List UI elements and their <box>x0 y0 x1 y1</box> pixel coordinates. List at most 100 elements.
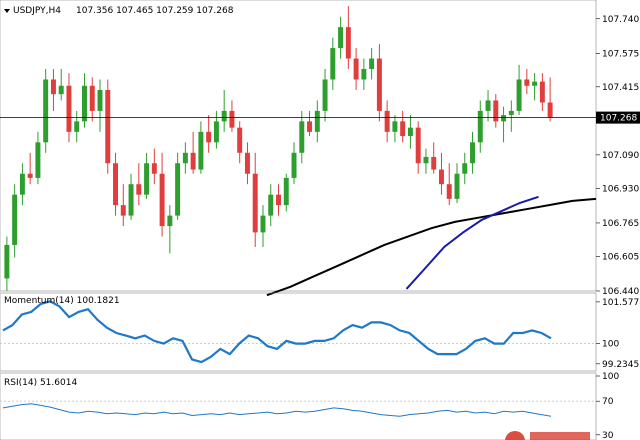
candle-bull <box>58 85 64 95</box>
momentum-label: Momentum(14) 100.1821 <box>4 296 120 306</box>
indicator-tick-label: 30 <box>602 431 614 440</box>
candle-bear <box>438 169 444 185</box>
price-tick-label: 107.740 <box>602 15 639 25</box>
candle-bear <box>229 110 235 128</box>
candle-bull <box>12 194 18 245</box>
momentum-axis: 101.5778 100 99.2345 <box>596 298 640 370</box>
indicator-tick-label: 100 <box>602 340 619 350</box>
candle-bear <box>353 58 359 80</box>
candle-bear <box>415 127 421 164</box>
candle-bull <box>454 173 460 199</box>
svg-text:107.268: 107.268 <box>600 114 637 124</box>
candles <box>4 6 553 291</box>
candle-bear <box>206 131 212 143</box>
price-tick-label: 107.415 <box>602 83 639 93</box>
rsi-line <box>2 403 552 417</box>
candle-bear <box>244 152 250 174</box>
rsi-pane[interactable]: 100 70 30 RSI(14) 51.6014 <box>0 372 619 440</box>
candle-bear <box>547 102 553 118</box>
momentum-pane[interactable]: 101.5778 100 99.2345 Momentum(14) 100.1821 <box>0 292 640 372</box>
candle-bull <box>182 152 188 164</box>
price-tick-label: 106.930 <box>602 184 639 194</box>
candle-bull <box>175 163 181 216</box>
price-tick-label: 106.765 <box>602 219 639 229</box>
candle-bull <box>128 184 134 216</box>
candle-bull <box>144 163 150 195</box>
price-pane-frame <box>0 0 597 292</box>
candle-bull <box>19 173 25 195</box>
collapse-triangle-icon[interactable] <box>4 9 10 13</box>
price-axis: 107.740 107.575 107.415 107.090 106.930 106.7… <box>596 15 639 297</box>
rsi-pane-frame <box>0 372 597 440</box>
candle-bull <box>369 58 375 70</box>
momentum-line <box>2 300 552 364</box>
candle-bull <box>283 177 289 206</box>
candle-bull <box>501 115 507 122</box>
candle-bull <box>485 100 491 111</box>
candle-bull <box>462 163 468 174</box>
candle-bull <box>532 81 538 86</box>
price-tick-label: 106.440 <box>602 287 639 297</box>
candle-bull <box>508 110 514 116</box>
candle-bull <box>221 110 227 122</box>
candle-bear <box>384 110 390 132</box>
candle-bear <box>105 89 111 164</box>
candle-bull <box>322 79 328 111</box>
candle-bear <box>159 173 165 227</box>
candle-bull <box>516 79 522 111</box>
candle-bear <box>307 121 313 132</box>
candle-bear <box>400 121 406 137</box>
indicator-tick-label: 101.5778 <box>602 298 640 308</box>
candle-bear <box>237 127 243 153</box>
candle-bull <box>330 48 336 80</box>
candle-bear <box>431 156 437 170</box>
candle-bull <box>470 142 475 164</box>
price-tick-label: 106.605 <box>602 252 639 262</box>
indicator-tick-label: 70 <box>602 397 614 407</box>
candle-bear <box>89 85 95 111</box>
candle-bear <box>120 205 126 216</box>
price-tick-label: 107.575 <box>602 49 639 59</box>
candle-bull <box>407 127 413 137</box>
current-price-tag: 107.268 <box>596 111 640 124</box>
indicator-tick-label: 99.2345 <box>602 360 639 370</box>
candle-bull <box>361 69 367 80</box>
candle-bear <box>539 81 545 103</box>
candle-bear <box>493 100 499 122</box>
rsi-axis: 100 70 30 <box>596 372 619 440</box>
candle-bull <box>291 152 297 178</box>
candle-bear <box>345 27 351 59</box>
candle-bear <box>376 58 382 111</box>
candle-bear <box>252 173 258 233</box>
indicator-tick-label: 100 <box>602 372 619 382</box>
candle-bull <box>299 121 305 153</box>
candle-bear <box>50 79 56 95</box>
candle-bull <box>43 79 49 143</box>
candle-bear <box>113 163 119 206</box>
candle-bull <box>260 215 266 233</box>
candle-bull <box>477 110 483 143</box>
candle-bear <box>446 184 452 199</box>
candle-bull <box>35 142 41 178</box>
overlay-lines <box>266 195 597 297</box>
fx-logo-icon <box>505 431 590 440</box>
symbol-label: USDJPY,H4 <box>13 6 61 16</box>
candle-bear <box>136 184 142 195</box>
ohlc-values: 107.356 107.465 107.259 107.268 <box>76 6 234 16</box>
rsi-label: RSI(14) 51.6014 <box>4 378 77 388</box>
candle-bear <box>276 194 281 206</box>
candle-bear <box>66 85 72 132</box>
price-pane[interactable]: 107.740 107.575 107.415 107.090 106.930 106.7… <box>0 0 640 297</box>
candle-bull <box>74 121 80 132</box>
candle-bear <box>190 152 196 170</box>
candle-bull <box>167 215 173 227</box>
candle-bull <box>423 156 429 164</box>
candle-bull <box>198 131 204 170</box>
candle-bull <box>82 85 87 122</box>
candle-bear <box>151 163 157 174</box>
candle-bull <box>314 110 320 132</box>
candle-bull <box>213 121 219 143</box>
candle-bull <box>97 89 103 111</box>
